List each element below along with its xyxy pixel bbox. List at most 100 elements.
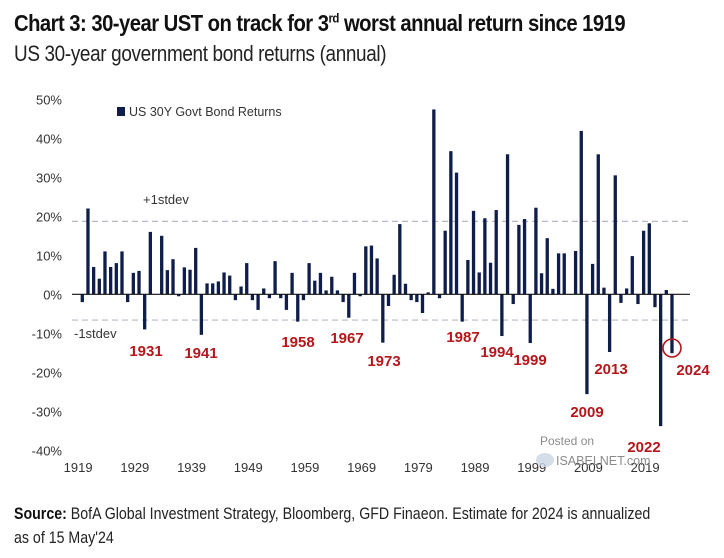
bar-1941 [199, 294, 204, 335]
source-note: Source: BofA Global Investment Strategy,… [14, 502, 650, 550]
bar-1927 [120, 251, 124, 295]
bar-1949 [245, 263, 249, 295]
bar-1951 [256, 294, 260, 310]
bar-2007 [573, 251, 578, 295]
bar-2022 [658, 294, 663, 427]
bar-2001 [539, 273, 544, 295]
bar-2024 [670, 294, 674, 354]
y-tick-label: 50% [36, 92, 62, 107]
bar-1945 [222, 272, 226, 295]
bar-1957 [290, 272, 294, 295]
bar-1981 [426, 292, 430, 295]
bar-1983 [437, 294, 442, 299]
x-tick-label: 1959 [290, 460, 319, 475]
bar-1943 [211, 283, 215, 295]
bar-2015 [619, 294, 623, 303]
bar-2016 [624, 288, 629, 295]
bar-1952 [262, 288, 266, 295]
bar-1993 [494, 210, 498, 295]
bar-chart: 50% 40% 30% 20% 10% 0% -10% -20% -30% -40% 1919 19… [32, 92, 711, 475]
x-tick-label: 1929 [120, 460, 149, 475]
bar-2018 [636, 294, 640, 305]
bar-1969 [358, 294, 362, 297]
chart-subtitle: US 30-year government bond returns (annu… [14, 41, 387, 66]
bar-1998 [522, 219, 527, 295]
watermark-logo-icon [536, 453, 554, 467]
bar-1964 [330, 276, 334, 295]
bar-1924 [103, 251, 107, 295]
x-axis: 1919 1929 1939 1949 1959 1969 1979 1989 1999 2009… [64, 460, 660, 475]
annotation-2022: 2022 [627, 439, 660, 456]
bar-2000 [534, 207, 538, 295]
bar-2005 [562, 253, 566, 295]
bar-1922 [91, 267, 96, 295]
x-tick-label: 1989 [461, 460, 490, 475]
bar-1954 [273, 261, 277, 295]
annotation-1999: 1999 [513, 352, 546, 369]
annotation-1941: 1941 [184, 345, 217, 362]
bar-1973 [381, 294, 385, 343]
bar-1960 [307, 263, 311, 295]
bar-1920 [80, 294, 84, 303]
bar-1976 [398, 224, 402, 295]
bar-1962 [318, 272, 323, 295]
y-tick-label: 0% [43, 287, 62, 302]
bar-1930 [137, 270, 141, 295]
bar-1953 [267, 294, 272, 299]
bar-1967 [347, 294, 351, 318]
bar-2009 [585, 294, 589, 395]
bar-1946 [228, 275, 232, 295]
bar-1997 [517, 224, 521, 295]
y-tick-label: -40% [32, 443, 63, 458]
highlight-circle [662, 338, 682, 358]
source-label: Source: [14, 505, 67, 523]
bar-1935 [165, 270, 169, 295]
bar-1948 [239, 286, 243, 295]
bar-2017 [630, 256, 634, 295]
bar-2004 [556, 253, 561, 295]
annotation-1994: 1994 [480, 344, 514, 361]
bar-1937 [177, 294, 181, 297]
y-tick-label: 40% [36, 131, 62, 146]
bar-1970 [364, 246, 368, 295]
bar-1956 [284, 294, 289, 310]
bar-1991 [483, 218, 487, 295]
bar-1923 [97, 278, 101, 295]
bar-1995 [505, 154, 510, 295]
bar-1963 [324, 290, 328, 295]
bar-1966 [341, 294, 345, 303]
y-tick-label: 30% [36, 170, 62, 185]
bar-1972 [375, 258, 379, 295]
bar-1992 [488, 262, 493, 295]
bar-2023 [664, 290, 668, 295]
bar-1929 [131, 272, 135, 295]
bar-1921 [86, 208, 90, 295]
bar-1938 [182, 267, 187, 295]
bar-2011 [596, 154, 600, 295]
bar-1999 [528, 294, 532, 344]
stdev-label: +1stdev [143, 192, 189, 207]
y-tick-label: 10% [36, 248, 62, 263]
annotation-2013: 2013 [594, 361, 627, 378]
bar-1982 [432, 109, 436, 295]
y-tick-label: -10% [32, 326, 63, 341]
source-text: BofA Global Investment Strategy, Bloombe… [14, 505, 651, 547]
bar-1971 [369, 245, 374, 295]
bar-2010 [590, 263, 595, 295]
watermark-line1: Posted on [540, 434, 594, 448]
bar-1928 [126, 294, 130, 303]
bar-2008 [579, 130, 583, 295]
bar-1925 [109, 267, 113, 295]
legend: US 30Y Govt Bond Returns [117, 105, 282, 119]
bar-1944 [216, 281, 221, 295]
bar-1978 [409, 294, 413, 301]
x-tick-label: 1969 [347, 460, 376, 475]
bar-1958 [296, 294, 300, 322]
bar-1985 [449, 151, 453, 295]
bar-1986 [454, 172, 459, 295]
bar-1975 [392, 274, 396, 295]
x-tick-label: 1979 [404, 460, 433, 475]
bar-1950 [250, 294, 255, 301]
bar-1977 [403, 283, 408, 295]
